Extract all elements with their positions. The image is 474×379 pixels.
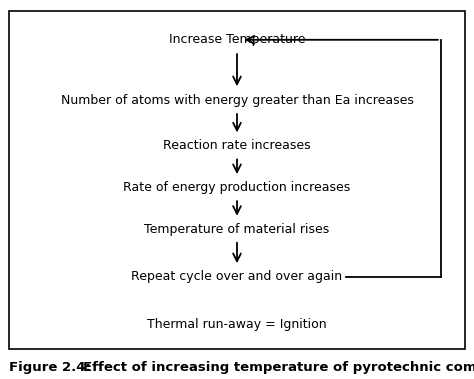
Text: Increase Temperature: Increase Temperature [169, 33, 305, 46]
Text: Repeat cycle over and over again: Repeat cycle over and over again [131, 270, 343, 283]
Bar [9, 11, 465, 349]
Text: Temperature of material rises: Temperature of material rises [145, 223, 329, 236]
Text: Number of atoms with energy greater than Ea increases: Number of atoms with energy greater than… [61, 94, 413, 107]
Text: Reaction rate increases: Reaction rate increases [163, 139, 311, 152]
Text: Thermal run-away = Ignition: Thermal run-away = Ignition [147, 318, 327, 330]
Text: Rate of energy production increases: Rate of energy production increases [123, 181, 351, 194]
Text: Effect of increasing temperature of pyrotechnic compositions: Effect of increasing temperature of pyro… [83, 361, 474, 374]
Text: Figure 2.4:: Figure 2.4: [9, 361, 91, 374]
